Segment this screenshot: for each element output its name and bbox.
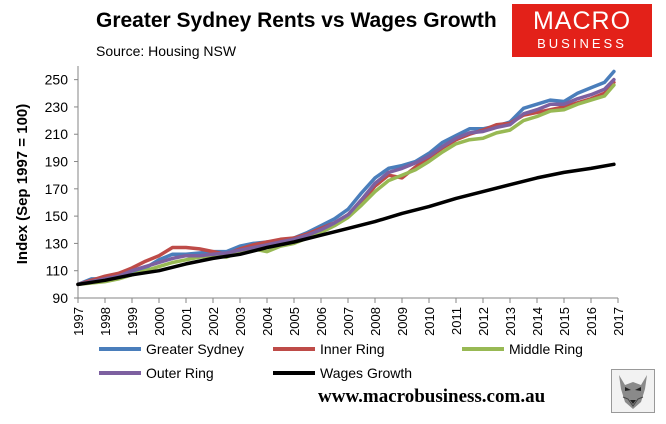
y-tick-label: 170 [45, 181, 69, 197]
x-tick-label: 2001 [179, 307, 194, 336]
x-tick-label: 2007 [341, 307, 356, 336]
brand-logo: MACRO BUSINESS [512, 4, 652, 57]
x-tick-label: 2015 [557, 307, 572, 336]
series-lines [76, 69, 616, 287]
legend-item-middle-ring: Middle Ring [462, 340, 583, 358]
legend-label-outer-ring: Outer Ring [146, 365, 214, 381]
legend-label-inner-ring: Inner Ring [320, 341, 385, 357]
legend-label-wages-growth: Wages Growth [320, 365, 413, 381]
series-line-greater-sydney [76, 69, 616, 287]
y-tick-label: 250 [45, 72, 69, 88]
y-tick-label: 210 [45, 126, 69, 142]
legend-swatch-greater-sydney [99, 347, 141, 351]
x-tick-label: 2012 [476, 307, 491, 336]
legend-label-greater-sydney: Greater Sydney [146, 341, 245, 357]
x-tick-label: 2004 [260, 307, 275, 336]
x-tick-label: 2013 [503, 307, 518, 336]
x-tick-label: 2011 [449, 307, 464, 335]
x-tick-label: 1997 [71, 307, 86, 336]
x-tick-label: 2005 [287, 307, 302, 336]
series-line-wages-growth [76, 162, 616, 287]
wolf-icon [611, 369, 655, 413]
legend-swatch-wages-growth [273, 371, 315, 375]
website-link[interactable]: www.macrobusiness.com.au [318, 386, 546, 407]
x-tick-label: 2006 [314, 307, 329, 336]
series-line-outer-ring [76, 77, 616, 287]
x-axis-ticks: 1997 1998 1999 2000 2001 2002 2003 2004 2005 2006… [71, 298, 626, 336]
y-tick-label: 150 [45, 208, 69, 224]
series-line-inner-ring [76, 80, 616, 287]
legend-swatch-outer-ring [99, 371, 141, 375]
y-tick-label: 190 [45, 154, 69, 170]
legend-swatch-middle-ring [462, 347, 504, 351]
y-axis-label: Index (Sep 1997 = 100) [14, 104, 31, 265]
y-axis-ticks: 90 110 130 150 170 190 210 230 250 [45, 72, 78, 306]
x-tick-label: 2003 [233, 307, 248, 336]
x-tick-label: 2008 [368, 307, 383, 336]
x-tick-label: 2009 [395, 307, 410, 336]
chart-subtitle: Source: Housing NSW [96, 43, 237, 59]
legend-item-greater-sydney: Greater Sydney [99, 340, 244, 358]
x-tick-label: 2016 [584, 307, 599, 336]
line-chart: 90 110 130 150 170 190 210 230 250 1997 1998 1999 2… [14, 66, 626, 336]
y-tick-label: 90 [52, 290, 68, 306]
y-tick-label: 230 [45, 99, 69, 115]
chart-title: Greater Sydney Rents vs Wages Growth [96, 9, 497, 32]
x-tick-label: 2010 [422, 307, 437, 336]
y-tick-label: 110 [46, 263, 69, 279]
x-tick-label: 1999 [125, 307, 140, 336]
y-tick-label: 130 [45, 235, 69, 251]
legend-item-inner-ring: Inner Ring [273, 340, 385, 358]
legend-item-wages-growth: Wages Growth [273, 364, 412, 382]
x-tick-label: 1998 [98, 307, 113, 336]
x-tick-label: 2002 [206, 307, 221, 336]
x-tick-label: 2000 [152, 307, 167, 336]
legend-item-outer-ring: Outer Ring [99, 364, 214, 382]
legend-swatch-inner-ring [273, 347, 315, 351]
logo-text-bottom: BUSINESS [537, 36, 627, 51]
x-tick-label: 2017 [611, 307, 626, 336]
logo-text-top: MACRO [532, 7, 632, 35]
series-line-middle-ring [76, 83, 616, 287]
x-tick-label: 2014 [530, 307, 545, 336]
legend-label-middle-ring: Middle Ring [509, 341, 583, 357]
